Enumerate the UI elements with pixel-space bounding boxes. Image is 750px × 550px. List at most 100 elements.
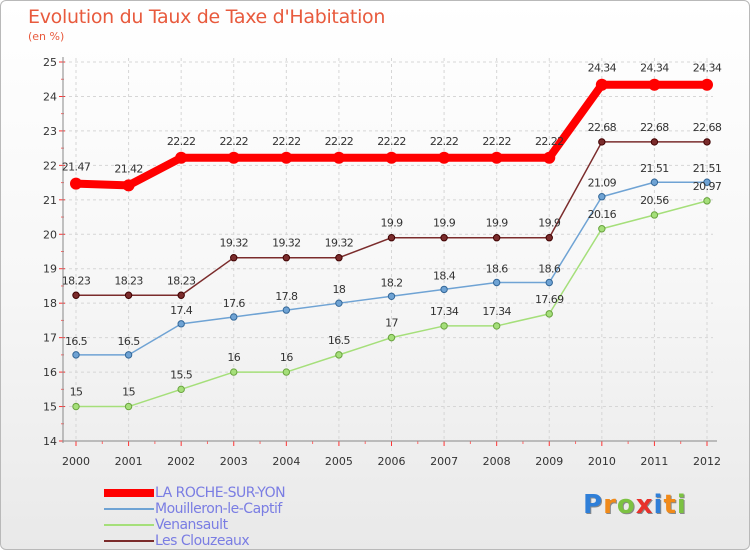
data-point-2 (703, 197, 711, 205)
y-tick-label: 24 (43, 90, 57, 103)
y-tick-label: 20 (43, 228, 57, 241)
data-point-0 (701, 78, 713, 91)
data-point-3 (650, 138, 659, 146)
data-point-0 (122, 179, 135, 192)
y-tick-label: 22 (43, 159, 57, 172)
data-point-0 (490, 151, 503, 164)
data-point-0 (227, 151, 240, 164)
data-label-2: 17.69 (535, 293, 564, 306)
data-label-3: 19.32 (325, 237, 354, 250)
data-point-1 (703, 178, 711, 186)
data-label-1: 21.51 (693, 162, 722, 175)
plot-area (63, 62, 713, 441)
logo-letter: r (603, 490, 617, 520)
x-tick-label: 2004 (272, 455, 300, 468)
data-point-3 (492, 234, 501, 242)
data-label-3: 18.23 (167, 274, 196, 287)
chart-data-labels: 18.23 18.23 18.23 19.32 19.32 19.32 19.9 19.9 19… (62, 62, 723, 399)
data-point-1 (335, 299, 343, 307)
data-point-0 (438, 151, 451, 164)
y-tick-label: 17 (43, 332, 57, 345)
data-label-2: 17.34 (482, 305, 511, 318)
y-tick-label: 25 (43, 56, 57, 69)
logo-letter: i (676, 490, 687, 520)
data-point-1 (545, 278, 553, 287)
data-label-1: 16.5 (65, 335, 88, 348)
data-point-0 (175, 151, 188, 164)
x-tick-label: 2012 (693, 455, 721, 468)
data-label-1: 18.6 (486, 263, 509, 276)
data-point-1 (650, 178, 659, 186)
data-point-1 (282, 306, 291, 314)
data-point-2 (124, 402, 133, 411)
legend-label-mouilleron-le-captif: Mouilleron-le-Captif (155, 501, 282, 517)
chart-grid (63, 58, 713, 442)
data-label-0: 22.22 (272, 135, 301, 148)
data-label-0: 22.22 (430, 135, 459, 148)
data-label-2: 16.5 (328, 334, 351, 347)
data-point-3 (440, 234, 448, 242)
data-point-1 (492, 278, 501, 287)
data-label-3: 19.32 (220, 237, 249, 250)
logo-letter: x (635, 490, 654, 520)
data-label-0: 21.47 (62, 161, 91, 174)
data-point-2 (335, 351, 343, 359)
data-point-2 (492, 322, 501, 330)
data-point-1 (124, 351, 133, 359)
data-point-0 (280, 151, 293, 164)
y-tick-label: 18 (43, 297, 57, 310)
data-label-2: 20.56 (640, 194, 669, 207)
data-point-1 (177, 320, 185, 328)
x-tick-label: 2010 (588, 455, 616, 468)
data-label-0: 24.34 (640, 62, 669, 75)
data-label-0: 22.22 (377, 135, 406, 148)
data-point-1 (387, 292, 396, 300)
y-tick-label: 16 (43, 366, 57, 379)
data-label-2: 17 (385, 317, 398, 330)
y-tick-label: 19 (43, 263, 57, 276)
y-tick-label: 15 (43, 401, 57, 414)
data-point-3 (545, 234, 553, 242)
data-label-0: 22.22 (482, 135, 511, 148)
x-tick-label: 2002 (167, 455, 195, 468)
data-label-3: 19.9 (486, 217, 509, 230)
data-label-3: 19.9 (380, 217, 403, 230)
data-label-1: 17.6 (223, 297, 246, 310)
data-point-3 (387, 234, 396, 242)
data-point-3 (230, 254, 238, 262)
data-label-2: 15 (70, 386, 83, 399)
data-label-2: 20.97 (693, 180, 722, 193)
data-label-0: 24.34 (588, 62, 617, 75)
x-tick-label: 2009 (535, 455, 563, 468)
data-label-1: 17.8 (275, 290, 298, 303)
data-point-1 (230, 313, 238, 321)
data-point-2 (177, 385, 185, 394)
data-label-0: 22.22 (325, 135, 354, 148)
data-point-2 (650, 211, 659, 219)
data-point-2 (440, 322, 448, 330)
legend-swatch-la-roche-sur-yon (104, 489, 154, 497)
data-point-1 (72, 351, 80, 359)
data-label-3: 18.23 (114, 274, 143, 287)
legend-swatch-mouilleron-le-captif (104, 508, 154, 510)
data-point-3 (598, 138, 606, 146)
data-label-3: 19.32 (272, 237, 301, 250)
data-point-3 (335, 254, 343, 262)
data-label-1: 16.5 (118, 335, 141, 348)
data-label-0: 24.34 (693, 62, 722, 75)
data-label-0: 22.22 (535, 135, 564, 148)
data-point-3 (282, 254, 291, 262)
data-label-3: 22.68 (640, 121, 669, 134)
data-label-0: 22.22 (167, 135, 196, 148)
data-point-0 (385, 151, 398, 164)
chart-title: Evolution du Taux de Taxe d'Habitation (28, 6, 386, 28)
x-tick-label: 2003 (220, 455, 248, 468)
data-label-1: 17.4 (170, 304, 193, 317)
data-point-3 (124, 291, 133, 299)
data-label-1: 18.6 (538, 263, 561, 276)
data-point-0 (543, 151, 556, 164)
data-label-0: 21.42 (114, 162, 143, 175)
data-point-1 (598, 193, 606, 201)
